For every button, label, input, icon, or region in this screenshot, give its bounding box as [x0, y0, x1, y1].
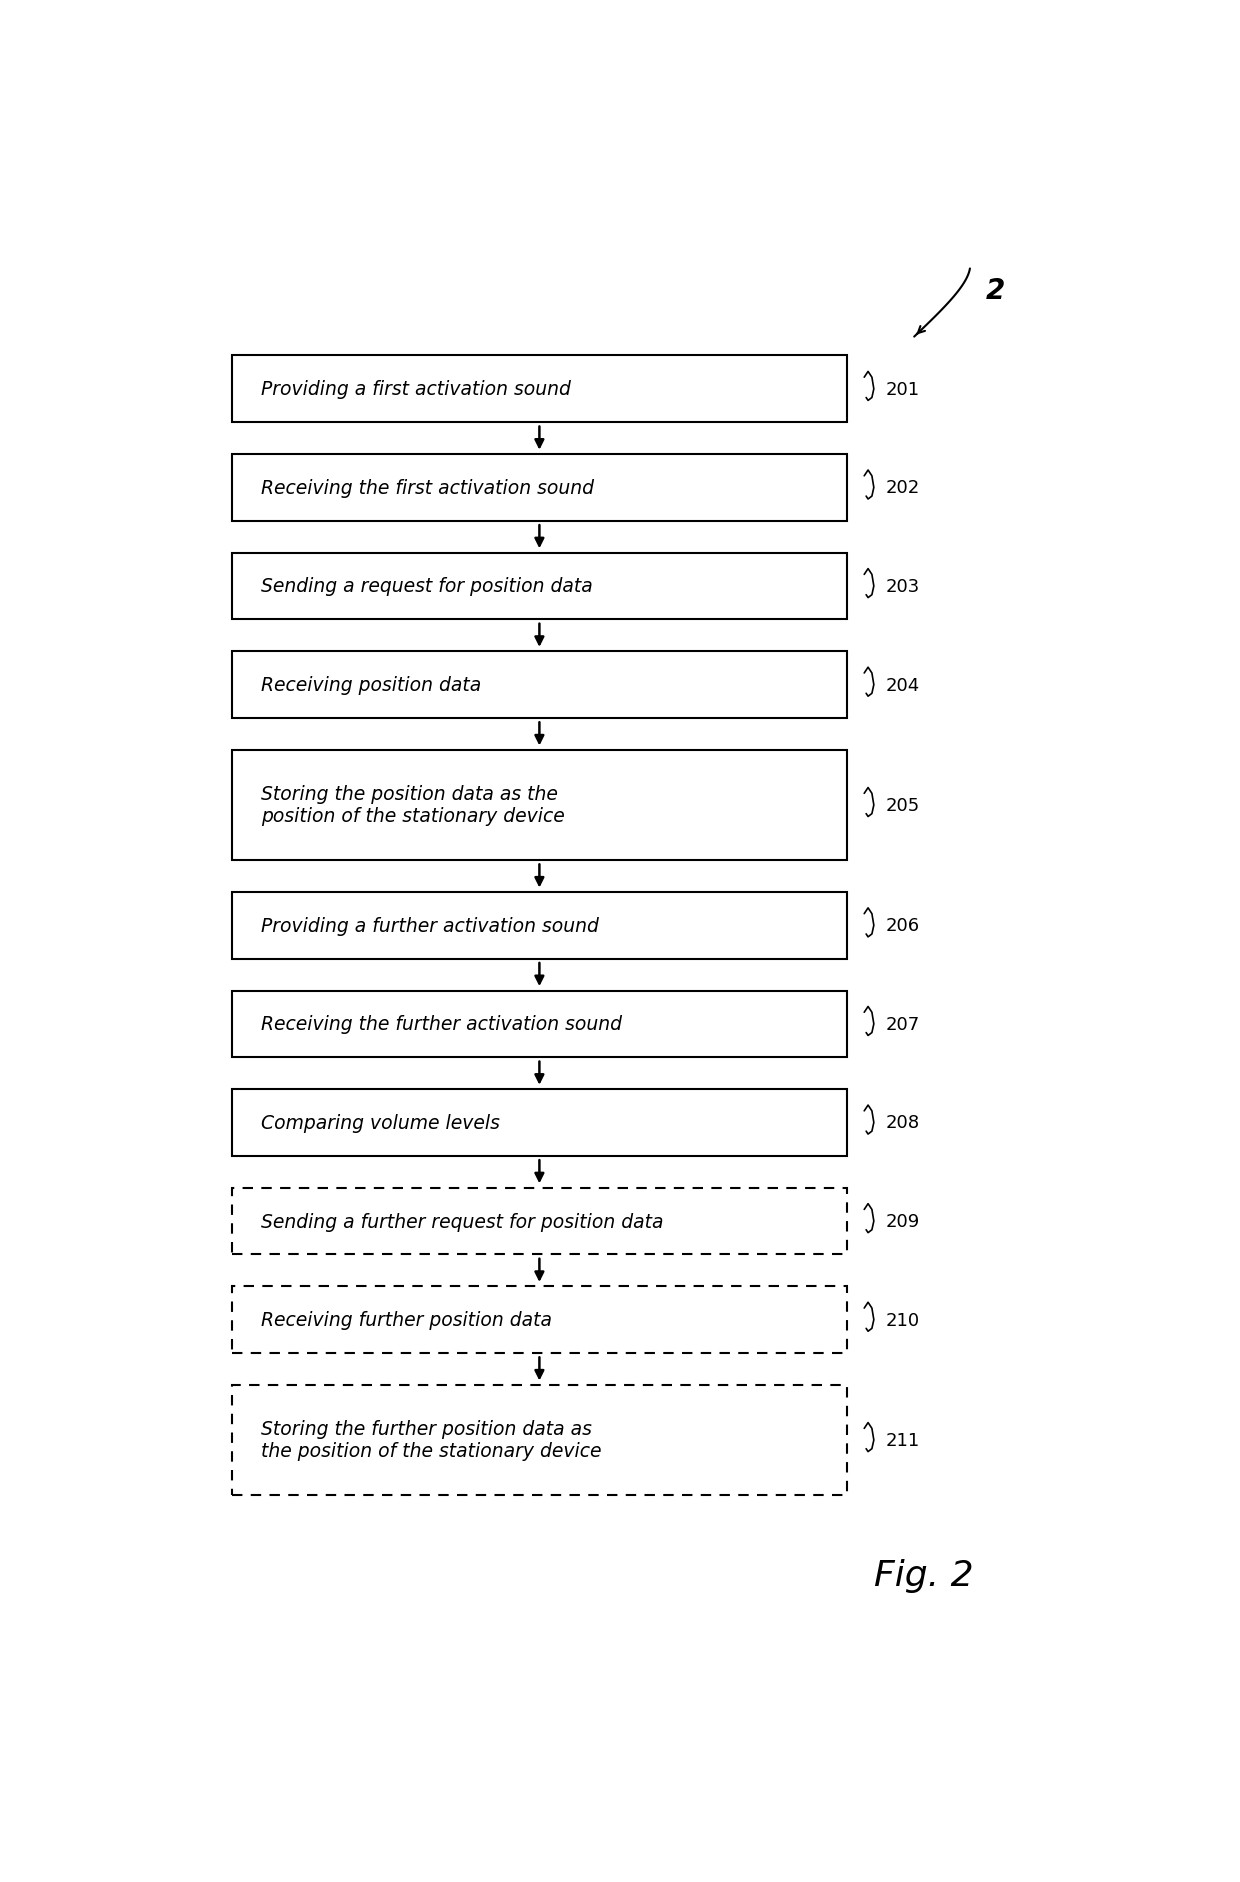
Text: 203: 203: [885, 578, 920, 597]
Text: Storing the further position data as
the position of the stationary device: Storing the further position data as the…: [260, 1419, 601, 1460]
FancyBboxPatch shape: [232, 651, 847, 719]
Text: 211: 211: [885, 1430, 920, 1449]
Text: 204: 204: [885, 676, 920, 694]
Text: 201: 201: [885, 380, 920, 399]
Text: Providing a further activation sound: Providing a further activation sound: [260, 917, 599, 935]
Text: Storing the position data as the
position of the stationary device: Storing the position data as the positio…: [260, 785, 564, 826]
Text: 210: 210: [885, 1312, 920, 1329]
Text: Sending a request for position data: Sending a request for position data: [260, 578, 593, 597]
Text: 202: 202: [885, 480, 920, 497]
Text: 207: 207: [885, 1014, 920, 1033]
FancyBboxPatch shape: [232, 1090, 847, 1156]
FancyBboxPatch shape: [232, 751, 847, 860]
FancyBboxPatch shape: [232, 1385, 847, 1496]
Text: Sending a further request for position data: Sending a further request for position d…: [260, 1212, 663, 1231]
Text: Receiving the first activation sound: Receiving the first activation sound: [260, 478, 594, 497]
Text: Receiving the further activation sound: Receiving the further activation sound: [260, 1014, 621, 1033]
FancyBboxPatch shape: [232, 455, 847, 521]
Text: 208: 208: [885, 1114, 920, 1131]
Text: 209: 209: [885, 1212, 920, 1231]
Text: Providing a first activation sound: Providing a first activation sound: [260, 380, 570, 399]
FancyBboxPatch shape: [232, 1188, 847, 1255]
Text: Fig. 2: Fig. 2: [874, 1558, 973, 1592]
Text: 206: 206: [885, 917, 920, 935]
Text: Receiving position data: Receiving position data: [260, 676, 481, 694]
FancyBboxPatch shape: [232, 892, 847, 960]
FancyBboxPatch shape: [232, 553, 847, 619]
Text: 2: 2: [986, 277, 1006, 305]
Text: Receiving further position data: Receiving further position data: [260, 1310, 552, 1329]
FancyBboxPatch shape: [232, 992, 847, 1058]
FancyBboxPatch shape: [232, 1287, 847, 1353]
Text: 205: 205: [885, 796, 920, 815]
Text: Comparing volume levels: Comparing volume levels: [260, 1114, 500, 1133]
FancyBboxPatch shape: [232, 356, 847, 423]
